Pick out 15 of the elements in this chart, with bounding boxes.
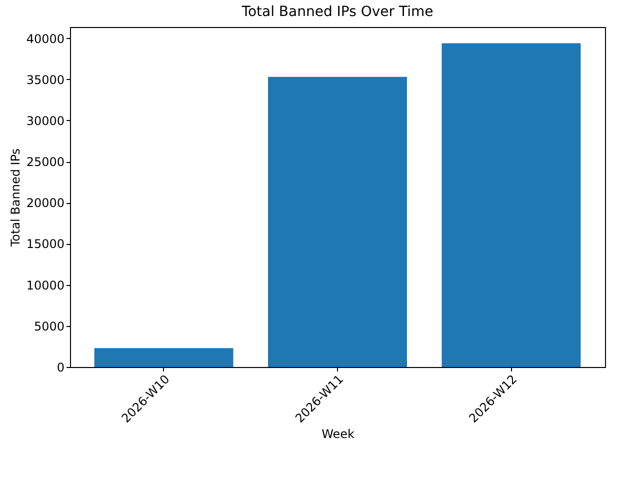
y-axis-title: Total Banned IPs — [8, 148, 22, 248]
y-tick-label: 0 — [56, 360, 64, 374]
x-axis-title: Week — [322, 426, 354, 441]
y-tick-label: 5000 — [34, 319, 64, 334]
y-tick-label: 35000 — [26, 72, 64, 87]
chart-title: Total Banned IPs Over Time — [240, 4, 434, 20]
y-tick-label: 10000 — [26, 278, 64, 292]
bar — [268, 76, 407, 367]
y-tick-label: 20000 — [26, 196, 64, 210]
y-tick-label: 15000 — [26, 237, 64, 252]
bar — [442, 43, 581, 367]
y-tick-label: 25000 — [26, 155, 64, 170]
bar — [94, 348, 234, 367]
y-tick-label: 30000 — [26, 114, 64, 128]
y-tick-label: 40000 — [26, 32, 64, 46]
